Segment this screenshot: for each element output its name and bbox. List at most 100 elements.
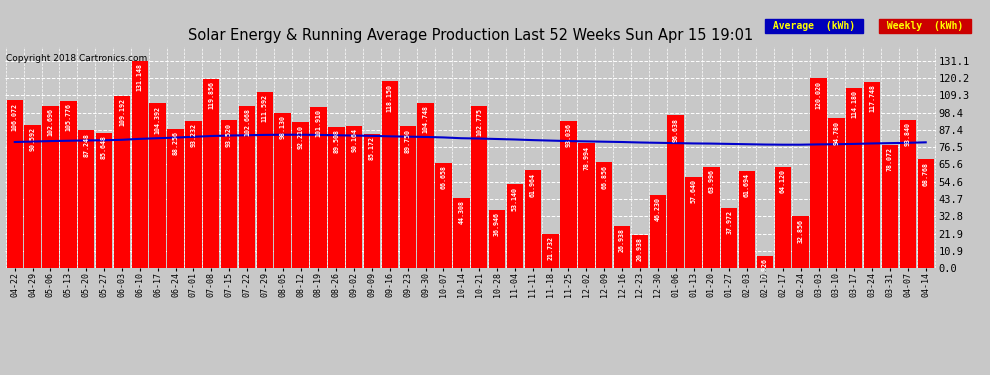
Bar: [489, 210, 505, 268]
Text: 114.180: 114.180: [851, 90, 857, 118]
Bar: [239, 106, 255, 268]
Text: 104.392: 104.392: [154, 105, 160, 134]
Bar: [436, 163, 451, 268]
Bar: [274, 113, 291, 268]
Text: Average  (kWh): Average (kWh): [767, 21, 861, 31]
Bar: [400, 126, 416, 268]
Text: 102.668: 102.668: [244, 108, 250, 136]
Bar: [649, 195, 666, 268]
Bar: [829, 118, 844, 268]
Text: Copyright 2018 Cartronics.com: Copyright 2018 Cartronics.com: [6, 54, 148, 63]
Bar: [453, 198, 469, 268]
Bar: [346, 126, 362, 268]
Bar: [721, 208, 738, 268]
Text: 89.508: 89.508: [334, 129, 340, 153]
Text: 37.972: 37.972: [727, 210, 733, 234]
Bar: [596, 162, 613, 268]
Bar: [739, 171, 755, 268]
Bar: [774, 167, 791, 268]
Text: 98.130: 98.130: [280, 116, 286, 140]
Text: 104.748: 104.748: [423, 105, 429, 133]
Bar: [471, 106, 487, 268]
Text: 96.638: 96.638: [672, 118, 679, 142]
Bar: [632, 235, 648, 268]
Text: 32.856: 32.856: [798, 219, 804, 243]
Bar: [149, 103, 166, 268]
Bar: [811, 78, 827, 268]
Bar: [614, 225, 631, 268]
Text: Weekly  (kWh): Weekly (kWh): [881, 21, 969, 31]
Text: 106.072: 106.072: [12, 103, 18, 131]
Bar: [43, 106, 58, 268]
Text: 66.856: 66.856: [601, 165, 607, 189]
Bar: [114, 96, 130, 268]
Bar: [60, 101, 76, 268]
Bar: [363, 134, 380, 268]
Text: 20.938: 20.938: [637, 237, 643, 261]
Bar: [685, 177, 702, 268]
Text: 93.520: 93.520: [226, 123, 232, 147]
Bar: [703, 167, 720, 268]
Text: 36.946: 36.946: [494, 212, 500, 236]
Text: 90.592: 90.592: [30, 128, 36, 152]
Bar: [543, 234, 558, 268]
Bar: [78, 130, 94, 268]
Text: 53.140: 53.140: [512, 186, 518, 210]
Text: 68.768: 68.768: [923, 162, 929, 186]
Text: 78.994: 78.994: [583, 146, 589, 170]
Text: 21.732: 21.732: [547, 236, 553, 260]
Text: 117.748: 117.748: [869, 84, 875, 112]
Text: 61.964: 61.964: [530, 172, 536, 196]
Text: 44.308: 44.308: [458, 201, 464, 225]
Bar: [132, 61, 148, 268]
Text: 131.148: 131.148: [137, 63, 143, 91]
Text: 102.775: 102.775: [476, 108, 482, 136]
Text: 61.694: 61.694: [744, 173, 750, 197]
Bar: [792, 216, 809, 268]
Bar: [756, 256, 773, 268]
Text: 26.938: 26.938: [619, 228, 625, 252]
Bar: [560, 121, 577, 268]
Text: 105.776: 105.776: [65, 104, 71, 131]
Bar: [328, 127, 345, 268]
Text: 102.696: 102.696: [48, 108, 53, 136]
Text: 64.120: 64.120: [780, 169, 786, 193]
Text: 92.210: 92.210: [298, 125, 304, 149]
Title: Solar Energy & Running Average Production Last 52 Weeks Sun Apr 15 19:01: Solar Energy & Running Average Productio…: [188, 28, 752, 43]
Text: 120.020: 120.020: [816, 81, 822, 109]
Bar: [25, 125, 41, 268]
Bar: [167, 129, 184, 268]
Text: 94.780: 94.780: [834, 121, 840, 145]
Bar: [382, 81, 398, 268]
Bar: [310, 107, 327, 268]
Bar: [96, 133, 112, 268]
Text: 93.840: 93.840: [905, 122, 911, 146]
Text: 63.996: 63.996: [709, 170, 715, 194]
Bar: [900, 120, 916, 268]
Text: 7.926: 7.926: [762, 258, 768, 278]
Text: 111.592: 111.592: [261, 94, 268, 122]
Bar: [203, 79, 220, 268]
Bar: [525, 170, 541, 268]
Bar: [418, 103, 434, 268]
Text: 101.910: 101.910: [316, 110, 322, 138]
Bar: [292, 122, 309, 268]
Text: 118.150: 118.150: [387, 84, 393, 112]
Text: 93.036: 93.036: [565, 123, 571, 147]
Bar: [221, 120, 238, 268]
Bar: [7, 100, 23, 268]
Text: 87.248: 87.248: [83, 133, 89, 157]
Text: 90.164: 90.164: [351, 128, 357, 152]
Bar: [256, 92, 273, 268]
Bar: [507, 184, 523, 268]
Bar: [578, 143, 595, 268]
Text: 66.658: 66.658: [441, 165, 446, 189]
Bar: [882, 145, 898, 268]
Text: 89.750: 89.750: [405, 129, 411, 153]
Text: 85.648: 85.648: [101, 135, 107, 159]
Text: 78.072: 78.072: [887, 147, 893, 171]
Text: 88.256: 88.256: [172, 131, 178, 155]
Bar: [185, 121, 202, 268]
Bar: [918, 159, 934, 268]
Bar: [846, 88, 862, 268]
